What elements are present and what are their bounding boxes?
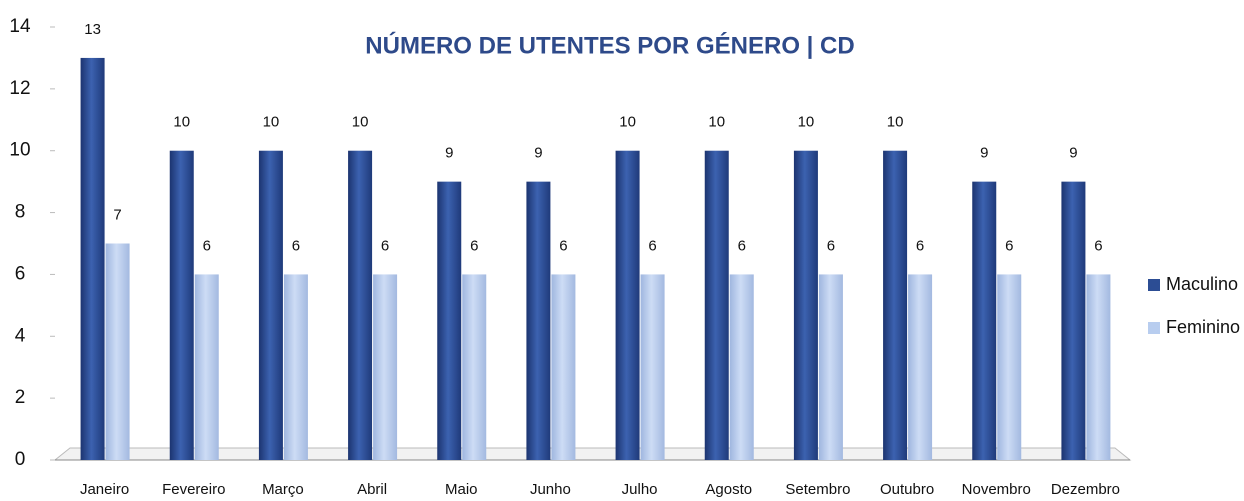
legend-label: Feminino	[1166, 317, 1240, 337]
bar	[462, 274, 487, 460]
bar	[1061, 181, 1086, 460]
x-tick-label: Janeiro	[80, 481, 129, 498]
bar	[1086, 274, 1111, 460]
bar	[615, 150, 640, 460]
data-label: 6	[1094, 237, 1102, 254]
bar	[194, 274, 219, 460]
data-label: 7	[113, 206, 121, 223]
bar	[373, 274, 398, 460]
x-tick-label: Setembro	[785, 481, 850, 498]
bar	[258, 150, 283, 460]
bar	[80, 57, 105, 461]
bar	[169, 150, 194, 460]
data-label: 9	[534, 145, 542, 162]
bar	[793, 150, 818, 460]
x-tick-label: Novembro	[962, 481, 1031, 498]
data-label: 10	[352, 114, 369, 131]
bar	[348, 150, 373, 460]
data-label: 10	[619, 114, 636, 131]
y-tick-label: 0	[15, 449, 26, 470]
data-label: 6	[292, 237, 300, 254]
y-tick-label: 6	[15, 263, 26, 284]
data-label: 6	[738, 237, 746, 254]
chart-title: NÚMERO DE UTENTES POR GÉNERO | CD	[365, 31, 854, 59]
x-tick-label: Dezembro	[1051, 481, 1120, 498]
bar	[105, 243, 130, 460]
data-label: 10	[887, 114, 904, 131]
x-tick-label: Junho	[530, 481, 571, 498]
bar	[908, 274, 933, 460]
x-tick-label: Julho	[622, 481, 658, 498]
bar	[283, 274, 308, 460]
y-tick-label: 12	[9, 78, 30, 99]
data-label: 10	[708, 114, 725, 131]
data-label: 6	[470, 237, 478, 254]
data-label: 9	[980, 145, 988, 162]
legend-swatch	[1148, 322, 1160, 334]
bar	[551, 274, 576, 460]
data-label: 9	[445, 145, 453, 162]
data-label: 9	[1069, 145, 1077, 162]
data-label: 13	[84, 21, 101, 38]
data-label: 6	[559, 237, 567, 254]
data-label: 6	[1005, 237, 1013, 254]
bar	[883, 150, 908, 460]
bar	[437, 181, 462, 460]
data-label: 6	[648, 237, 656, 254]
data-label: 6	[916, 237, 924, 254]
bar	[818, 274, 843, 460]
data-label: 6	[827, 237, 835, 254]
legend-label: Maculino	[1166, 274, 1238, 294]
x-tick-label: Março	[262, 481, 304, 498]
bar	[526, 181, 551, 460]
x-tick-label: Outubro	[880, 481, 934, 498]
data-label: 10	[798, 114, 815, 131]
y-tick-label: 4	[15, 325, 26, 346]
data-label: 6	[203, 237, 211, 254]
bar	[972, 181, 997, 460]
bar	[704, 150, 729, 460]
x-tick-label: Fevereiro	[162, 481, 225, 498]
data-label: 10	[263, 114, 280, 131]
data-label: 10	[173, 114, 190, 131]
y-tick-label: 10	[9, 140, 30, 161]
y-tick-label: 2	[15, 387, 26, 408]
y-tick-label: 14	[9, 16, 31, 37]
y-tick-label: 8	[15, 202, 26, 223]
bar	[729, 274, 754, 460]
x-tick-label: Maio	[445, 481, 478, 498]
x-tick-label: Agosto	[705, 481, 752, 498]
x-tick-label: Abril	[357, 481, 387, 498]
bar	[640, 274, 665, 460]
legend-swatch	[1148, 279, 1160, 291]
data-label: 6	[381, 237, 389, 254]
bar	[997, 274, 1022, 460]
